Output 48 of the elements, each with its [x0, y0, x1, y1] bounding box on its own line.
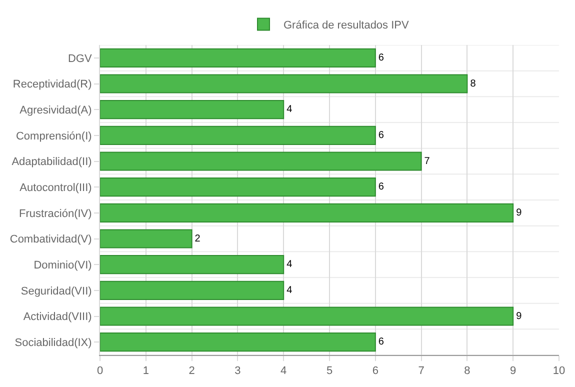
y-tick-label: Comprensión(I): [16, 130, 92, 142]
y-tick-label: Dominio(VI): [34, 259, 92, 272]
x-tick-label: 7: [418, 365, 424, 378]
x-tick-label: 2: [188, 365, 195, 378]
data-label: 4: [286, 259, 293, 270]
data-label: 6: [378, 52, 384, 64]
bar: [100, 178, 376, 197]
data-label: 9: [516, 310, 522, 322]
x-tick-label: 4: [280, 365, 287, 378]
y-tick-label: Combatividad(V): [10, 234, 92, 246]
bar: [100, 229, 192, 248]
data-label: 9: [516, 207, 522, 218]
y-tick-label: Adaptabilidad(II): [12, 156, 92, 168]
x-tick-label: 3: [234, 365, 241, 378]
y-tick-label: Actividad(VIII): [23, 311, 92, 324]
bar: [100, 332, 376, 352]
data-label: 6: [378, 182, 384, 193]
x-tick-label: 1: [142, 365, 149, 378]
data-label: 4: [286, 284, 293, 296]
data-label: 2: [194, 233, 201, 244]
y-tick-label: Seguridad(VII): [20, 285, 92, 298]
x-tick-label: 5: [326, 365, 333, 378]
bar: [100, 280, 284, 300]
bar: [100, 255, 284, 274]
bar: [100, 74, 468, 94]
data-label: 4: [286, 104, 293, 116]
x-tick-label: 9: [510, 365, 516, 378]
y-tick-label: Receptividad(R): [12, 78, 92, 91]
data-label: 6: [378, 130, 384, 141]
y-tick-label: Autocontrol(III): [20, 182, 92, 194]
x-tick-label: 8: [464, 365, 470, 378]
x-tick-label: 6: [372, 365, 378, 378]
y-tick-label: DGV: [68, 52, 92, 65]
data-label: 8: [470, 78, 476, 90]
bar: [100, 126, 376, 145]
legend-label: Gráfica de resultados IPV: [284, 20, 410, 32]
y-tick-label: Frustración(IV): [19, 208, 92, 220]
bar: [100, 100, 284, 120]
y-tick-label: Sociabilidad(IX): [14, 336, 92, 349]
bar: [100, 203, 514, 222]
bar: [100, 306, 514, 326]
y-tick-label: Agresividad(A): [20, 104, 92, 116]
x-tick-label: 0: [96, 365, 104, 378]
bar: [100, 152, 422, 171]
bar: [100, 48, 376, 68]
data-label: 7: [424, 156, 430, 167]
data-label: 6: [378, 336, 384, 348]
x-tick-label: 10: [552, 365, 566, 378]
